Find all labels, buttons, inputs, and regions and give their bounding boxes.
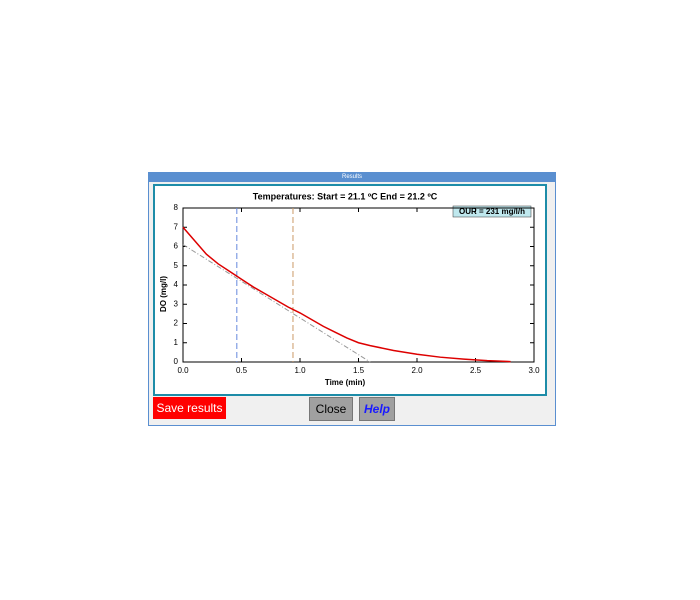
- chart-panel: Temperatures: Start = 21.1 ºC End = 21.2…: [153, 184, 547, 396]
- y-axis-label: DO (mg/l): [159, 276, 168, 312]
- annotation-box: [452, 205, 532, 218]
- title-bar: Results: [149, 173, 555, 182]
- y-tick-label: 2: [174, 319, 179, 328]
- y-tick-label: 4: [174, 280, 179, 289]
- y-tick-label: 3: [174, 299, 179, 308]
- help-button[interactable]: Help: [359, 397, 395, 421]
- plot-frame: [182, 207, 535, 363]
- x-tick-label: 0.5: [236, 366, 248, 375]
- chart: Temperatures: Start = 21.1 ºC End = 21.2…: [159, 191, 540, 387]
- series-line: [182, 226, 511, 363]
- x-axis-label: Time (min): [325, 378, 366, 387]
- series-line: [182, 244, 371, 363]
- y-tick-label: 5: [174, 261, 179, 270]
- annotation: OUR = 231 mg/l/h: [459, 207, 525, 216]
- y-tick-label: 7: [174, 222, 179, 231]
- close-button[interactable]: Close: [309, 397, 353, 421]
- y-tick-label: 8: [174, 203, 179, 212]
- x-tick-label: 2.0: [411, 366, 423, 375]
- y-tick-label: 0: [174, 357, 179, 366]
- results-window: Results Temperatures: Start = 21.1 ºC En…: [148, 172, 556, 426]
- x-tick-label: 1.5: [353, 366, 365, 375]
- y-tick-label: 1: [174, 338, 179, 347]
- y-tick-label: 6: [174, 242, 179, 251]
- x-tick-label: 1.0: [294, 366, 306, 375]
- x-tick-label: 0.0: [177, 366, 189, 375]
- x-tick-label: 3.0: [528, 366, 540, 375]
- chart-title: Temperatures: Start = 21.1 ºC End = 21.2…: [253, 191, 438, 201]
- x-tick-label: 2.5: [470, 366, 482, 375]
- save-button[interactable]: Save results: [153, 397, 226, 419]
